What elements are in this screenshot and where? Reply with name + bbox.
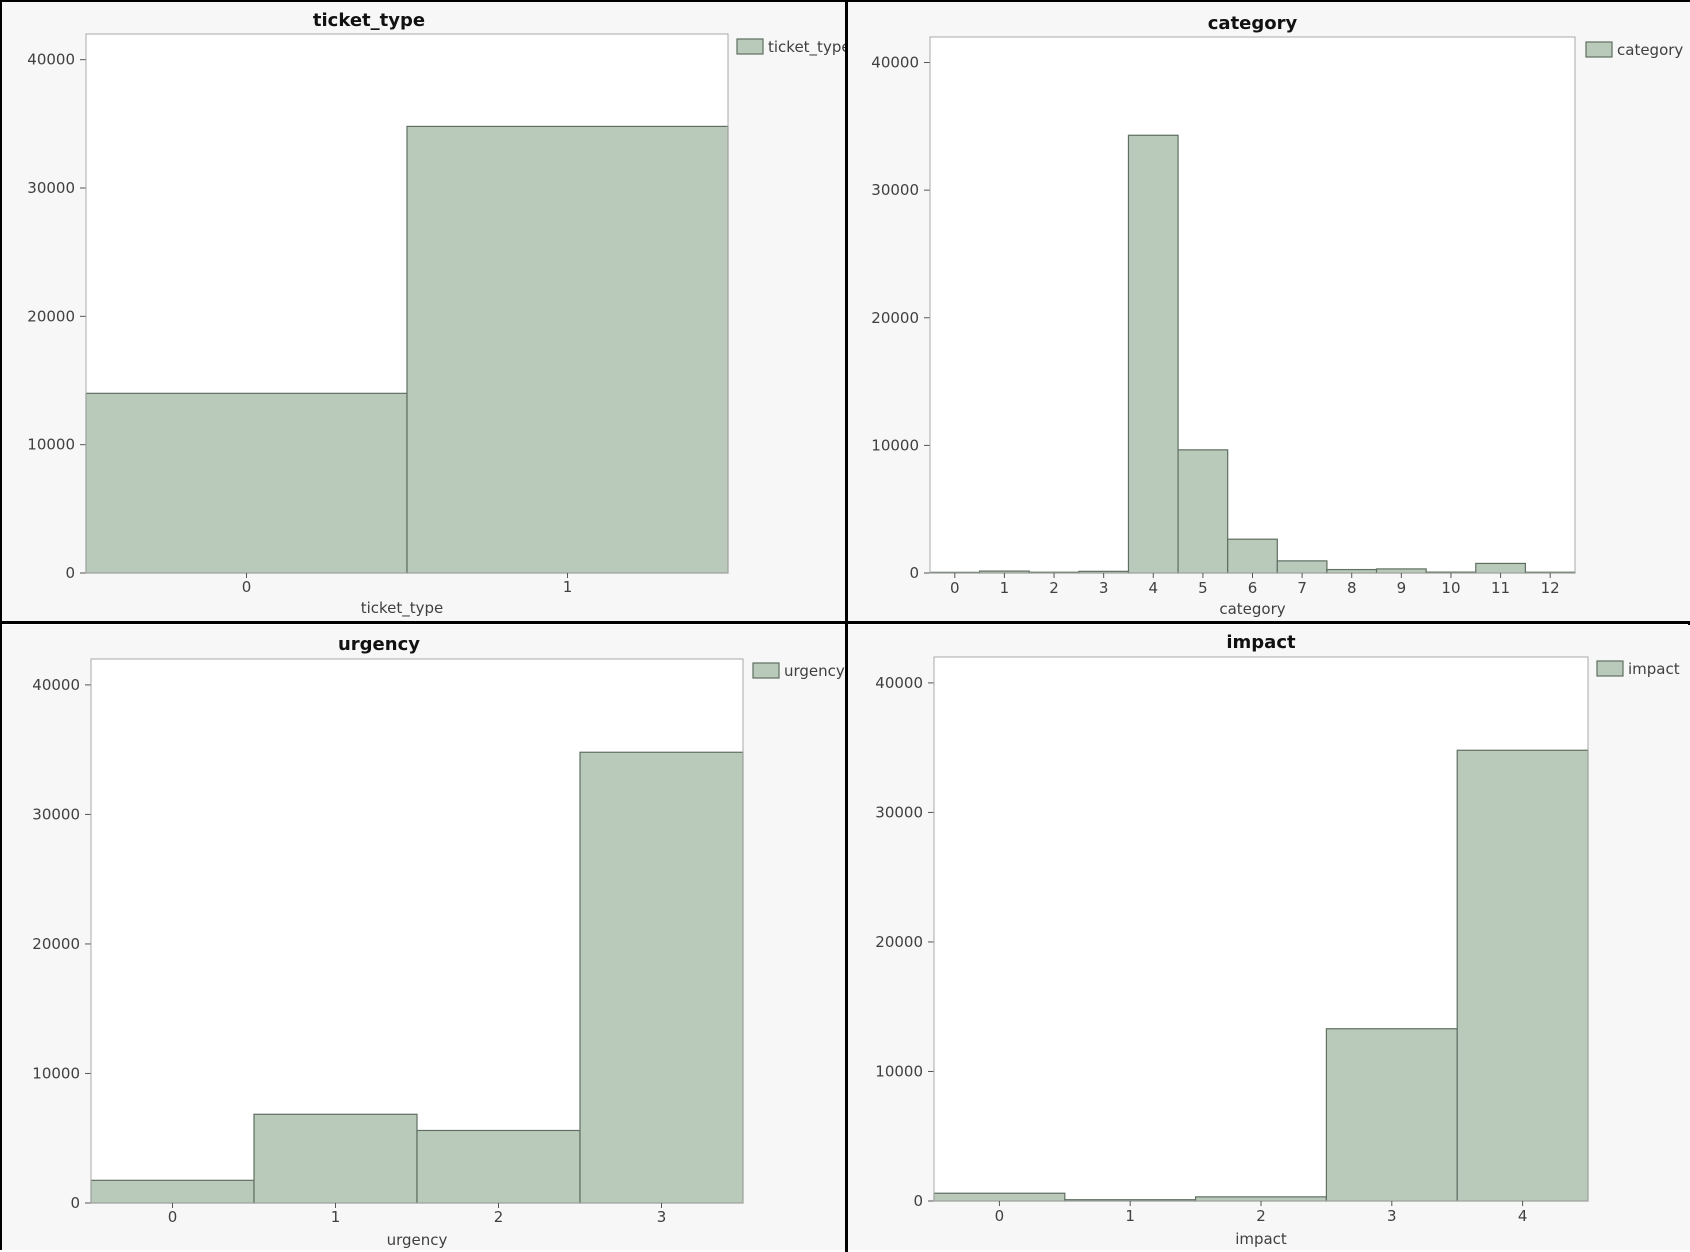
y-tick-label: 10000 [27, 436, 75, 454]
chart-svg: impact 0 10000 20000 30000 40000 0 1 2 3 4 impact im… [848, 625, 1690, 1250]
x-tick-label: 2 [1049, 579, 1059, 597]
impact-histogram-panel: impact 0 10000 20000 30000 40000 0 1 2 3 4 impact im… [848, 625, 1690, 1250]
x-axis-label: category [1219, 600, 1285, 618]
x-tick-label: 9 [1397, 579, 1407, 597]
y-tick-label: 0 [65, 564, 75, 582]
x-axis-label: impact [1235, 1230, 1287, 1248]
bar [253, 1113, 418, 1204]
x-axis-label: ticket_type [361, 599, 444, 618]
y-tick-label: 0 [909, 564, 919, 582]
bar [90, 1179, 255, 1204]
x-tick-label: 6 [1248, 579, 1258, 597]
legend-swatch [1596, 660, 1624, 677]
y-tick-label: 20000 [32, 935, 80, 953]
legend-swatch [752, 662, 780, 679]
bar [1195, 1196, 1328, 1202]
bar [579, 751, 744, 1204]
bar [933, 1192, 1066, 1202]
x-tick-label: 4 [1518, 1207, 1528, 1225]
legend-label: urgency [784, 662, 845, 680]
y-tick-label: 30000 [27, 179, 75, 197]
x-tick-label: 4 [1148, 579, 1158, 597]
plot-frame [85, 33, 729, 574]
x-tick-label: 5 [1198, 579, 1208, 597]
urgency-histogram-panel: urgency 0 10000 20000 30000 40000 0 1 2 3 urgency u… [2, 625, 846, 1250]
legend-swatch [1585, 41, 1613, 58]
bar [1326, 568, 1378, 574]
x-tick-label: 7 [1297, 579, 1307, 597]
legend-label: ticket_type [768, 38, 846, 57]
x-tick-label: 12 [1541, 579, 1560, 597]
x-tick-label: 1 [563, 578, 573, 596]
y-tick-label: 10000 [875, 1062, 923, 1080]
chart-title: urgency [338, 634, 420, 655]
x-tick-label: 8 [1347, 579, 1357, 597]
x-tick-label: 1 [1000, 579, 1010, 597]
y-tick-label: 40000 [27, 51, 75, 69]
bar [1456, 749, 1589, 1202]
plot-area [930, 37, 1575, 573]
x-tick-label: 1 [331, 1208, 341, 1226]
bar [406, 125, 729, 574]
x-tick-label: 11 [1491, 579, 1510, 597]
x-tick-label: 10 [1441, 579, 1460, 597]
y-tick-label: 40000 [875, 674, 923, 692]
vertical-divider [845, 2, 848, 1252]
legend-swatch [736, 38, 764, 55]
x-tick-label: 0 [242, 578, 252, 596]
x-tick-label: 0 [950, 579, 960, 597]
y-tick-label: 20000 [27, 307, 75, 325]
bar [1177, 449, 1229, 574]
x-tick-label: 2 [494, 1208, 504, 1226]
bar [1127, 134, 1179, 574]
chart-svg: urgency 0 10000 20000 30000 40000 0 1 2 3 urgency u… [2, 625, 846, 1250]
legend-label: category [1617, 41, 1683, 59]
y-tick-label: 20000 [875, 933, 923, 951]
y-tick-label: 40000 [32, 676, 80, 694]
chart-svg: ticket_type 0 10000 20000 30000 40000 0 1 ticket… [2, 2, 846, 622]
y-tick-label: 0 [70, 1194, 80, 1212]
ticket-type-histogram-panel: ticket_type 0 10000 20000 30000 40000 0 1 ticket… [2, 2, 846, 622]
y-tick-label: 10000 [871, 436, 919, 454]
legend-label: impact [1628, 660, 1680, 678]
bar [85, 392, 408, 574]
bar [1325, 1028, 1458, 1202]
y-tick-label: 40000 [871, 54, 919, 72]
x-tick-label: 0 [168, 1208, 178, 1226]
x-axis-label: urgency [387, 1231, 448, 1249]
y-tick-label: 10000 [32, 1064, 80, 1082]
chart-title: ticket_type [313, 10, 425, 31]
bar [1475, 562, 1526, 574]
category-histogram-panel: category 0 10000 20000 30000 40000 0 1 2 3 4 5 6 7 8 9 1… [848, 2, 1690, 622]
y-tick-label: 30000 [32, 805, 80, 823]
y-tick-label: 30000 [871, 181, 919, 199]
bar [1276, 560, 1328, 574]
y-tick-label: 20000 [871, 309, 919, 327]
x-tick-label: 1 [1125, 1207, 1135, 1225]
y-tick-label: 30000 [875, 803, 923, 821]
x-tick-label: 0 [995, 1207, 1005, 1225]
bar [416, 1129, 581, 1204]
x-tick-label: 3 [1387, 1207, 1397, 1225]
bar [1375, 568, 1427, 574]
y-tick-label: 0 [913, 1192, 923, 1210]
x-tick-label: 3 [1099, 579, 1109, 597]
plot-frame [90, 658, 744, 1204]
x-tick-label: 2 [1256, 1207, 1266, 1225]
chart-title: impact [1226, 632, 1296, 653]
horizontal-divider [2, 621, 1690, 624]
chart-title: category [1208, 13, 1298, 34]
x-tick-label: 3 [657, 1208, 667, 1226]
bar [1227, 538, 1278, 574]
